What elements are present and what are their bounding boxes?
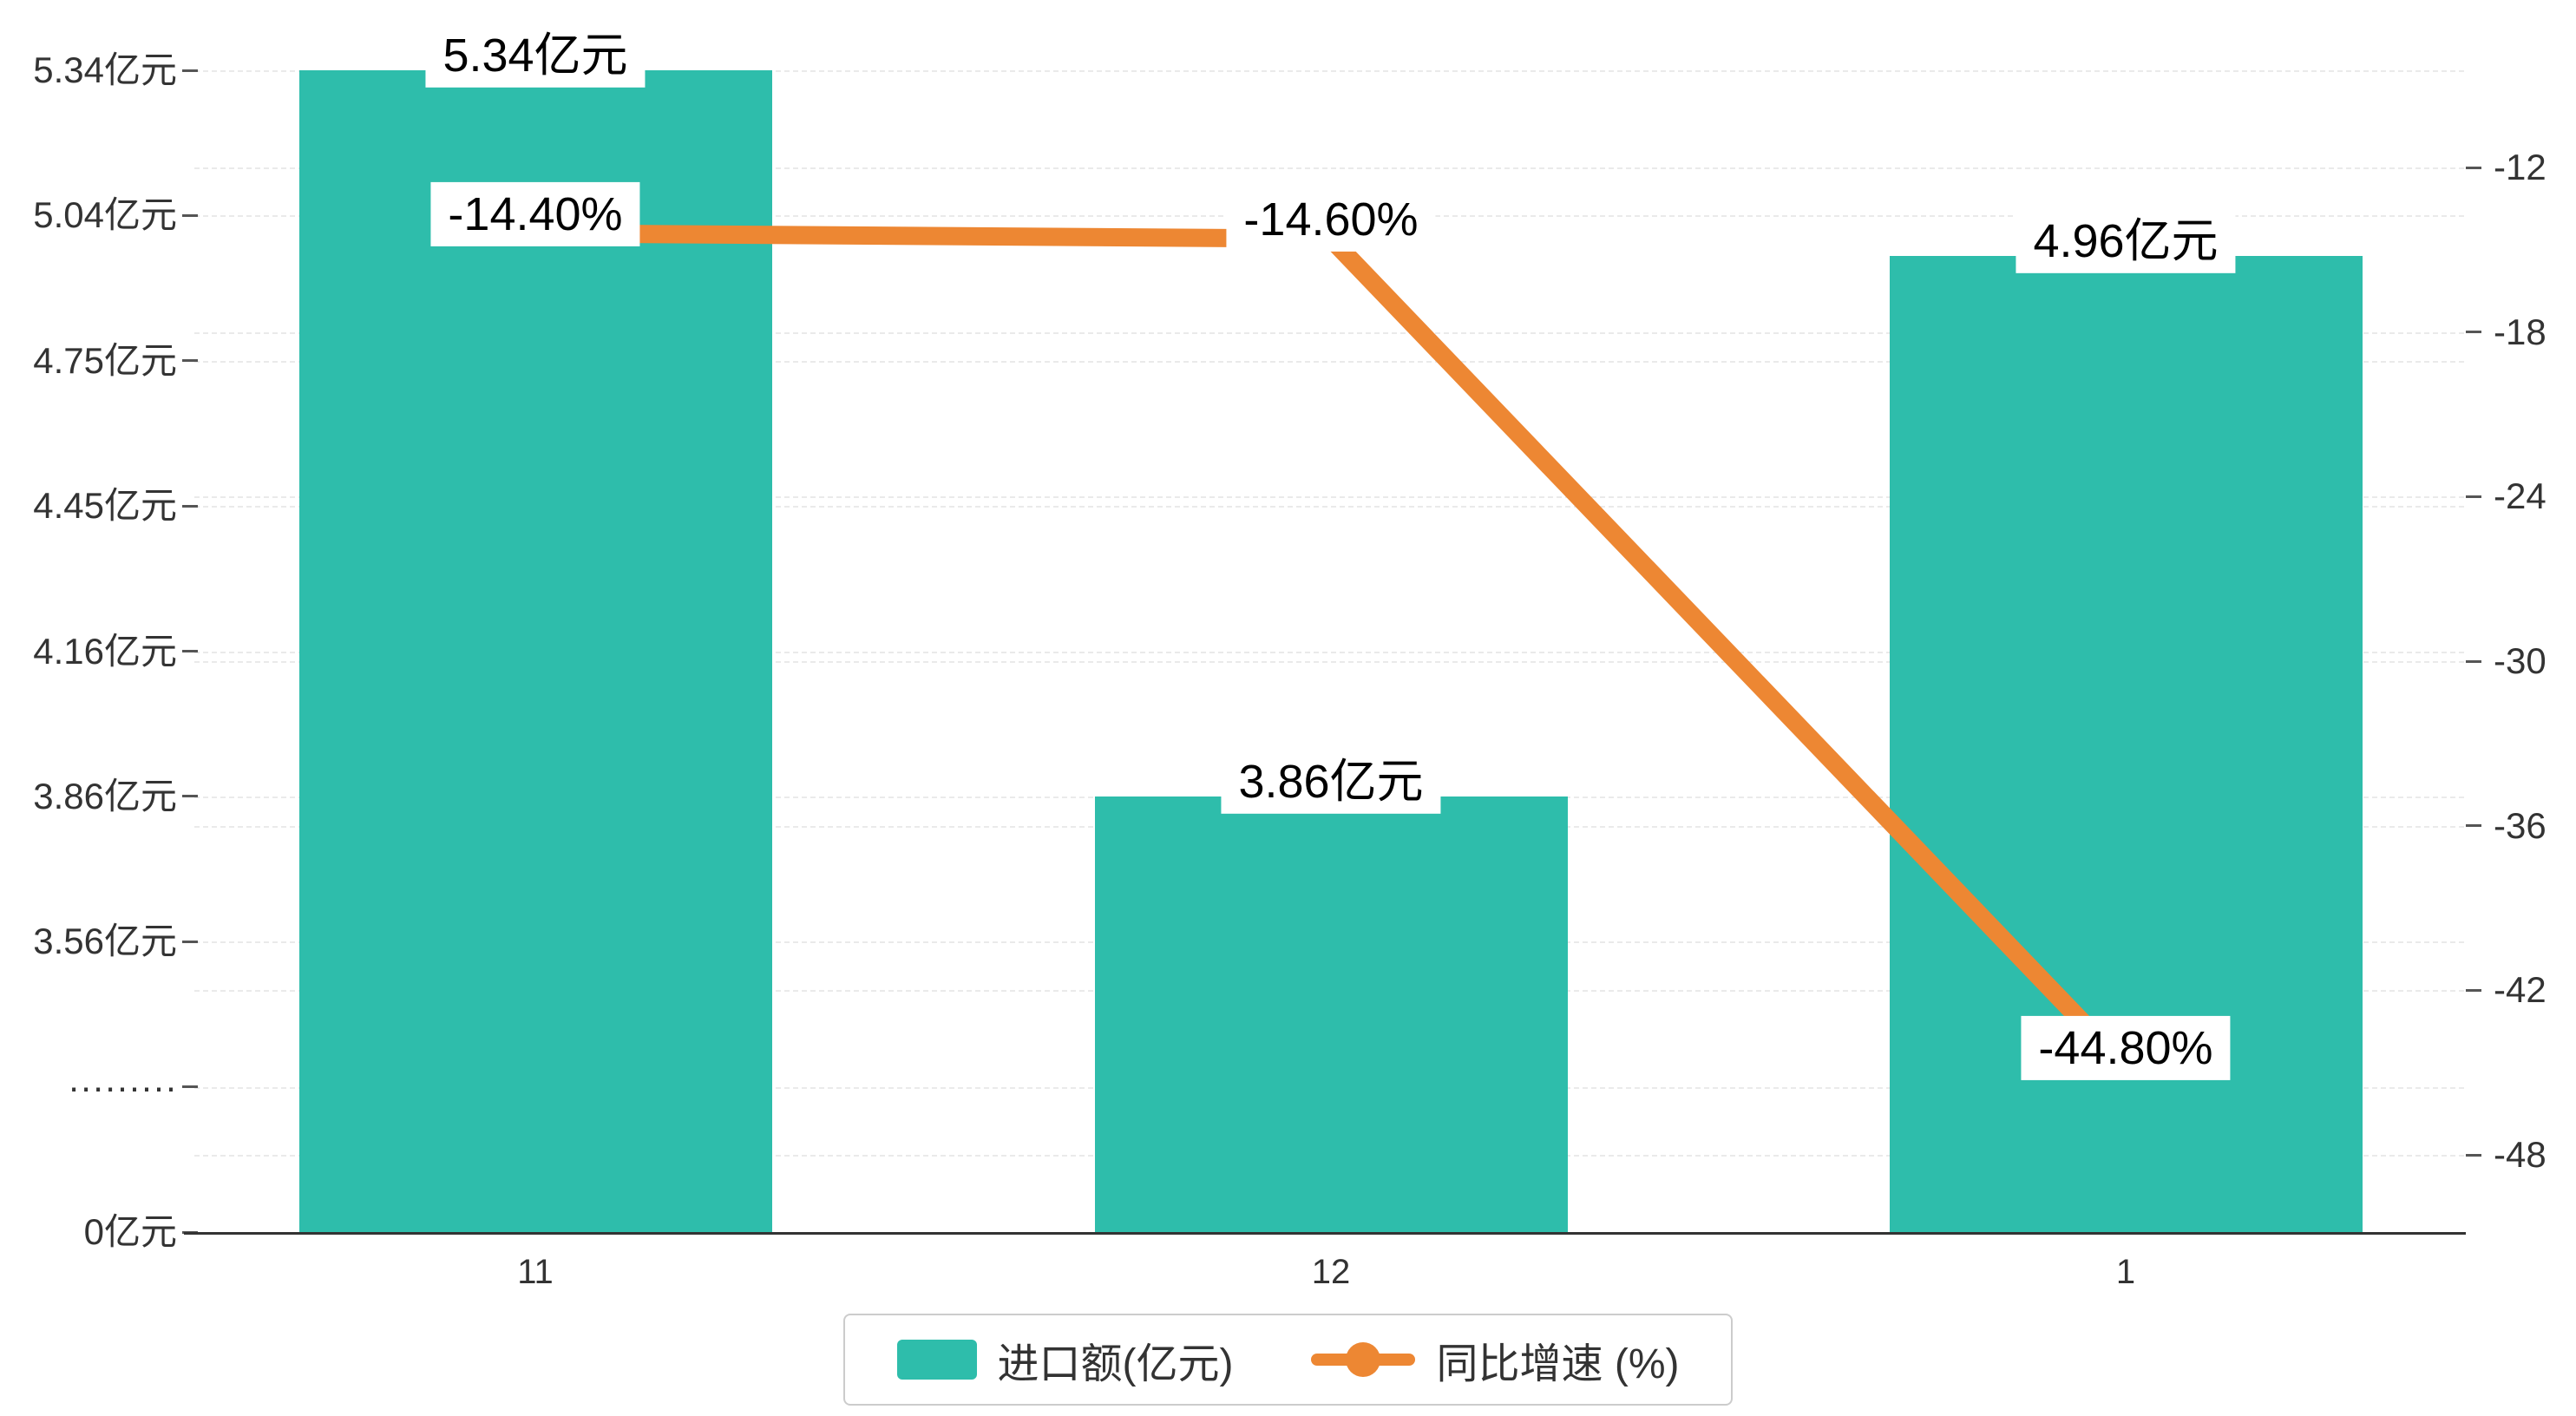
line-series-marker-icon bbox=[1311, 1342, 1416, 1377]
left-axis-tick-label: 4.75亿元 bbox=[33, 339, 177, 381]
bar-month-12[interactable] bbox=[1094, 796, 1568, 1232]
legend-item-growth-rate[interactable]: 同比增速 (%) bbox=[1311, 1329, 1679, 1390]
left-axis-tick-mark bbox=[182, 504, 198, 508]
left-axis-tick-label: 4.45亿元 bbox=[33, 485, 177, 527]
right-axis-tick-label: -12 bbox=[2494, 147, 2547, 187]
left-axis-tick-mark bbox=[182, 650, 198, 652]
left-axis-tick-label: 4.16亿元 bbox=[33, 630, 177, 672]
legend: 进口额(亿元) 同比增速 (%) bbox=[842, 1314, 1734, 1406]
left-axis-tick-label: 5.34亿元 bbox=[33, 49, 177, 90]
left-axis-tick-label: 3.56亿元 bbox=[33, 921, 177, 962]
left-axis-tick-mark bbox=[182, 69, 198, 72]
bar-month-11[interactable] bbox=[298, 70, 772, 1232]
left-axis-tick-mark bbox=[182, 795, 198, 798]
line-value-label: -14.40% bbox=[430, 181, 640, 246]
left-axis-tick-mark bbox=[182, 1085, 198, 1089]
left-axis-tick-mark bbox=[182, 940, 198, 943]
left-axis-tick-label: ········· bbox=[68, 1065, 177, 1107]
x-axis-tick-label: 1 bbox=[2115, 1253, 2136, 1291]
bar-value-label: 5.34亿元 bbox=[425, 23, 646, 88]
legend-label-import-amount: 进口额(亿元) bbox=[997, 1341, 1234, 1387]
line-value-label: -44.80% bbox=[2021, 1015, 2231, 1080]
x-axis-tick-label: 12 bbox=[1311, 1253, 1351, 1291]
left-axis-tick-mark bbox=[182, 359, 198, 363]
right-axis-tick-label: -30 bbox=[2494, 640, 2547, 681]
bar-series-swatch-icon bbox=[896, 1340, 977, 1380]
gridline bbox=[194, 496, 2464, 499]
gridline bbox=[194, 70, 2464, 72]
line-value-label: -14.60% bbox=[1226, 187, 1436, 252]
left-axis-tick-label: 0亿元 bbox=[83, 1211, 177, 1252]
right-axis-tick-label: -36 bbox=[2494, 804, 2547, 846]
right-axis-tick-mark bbox=[2466, 824, 2481, 828]
gridline bbox=[194, 360, 2464, 363]
growth-rate-line[interactable] bbox=[526, 224, 2135, 1077]
x-axis-tick-label: 11 bbox=[517, 1253, 554, 1291]
left-axis-tick-label: 3.86亿元 bbox=[33, 775, 177, 816]
legend-label-growth-rate: 同比增速 (%) bbox=[1436, 1341, 1680, 1387]
gridline bbox=[194, 661, 2464, 663]
right-axis-tick-mark bbox=[2466, 1153, 2481, 1157]
right-axis-tick-mark bbox=[2466, 166, 2481, 169]
left-axis-tick-mark bbox=[182, 213, 198, 217]
gridline bbox=[194, 651, 2464, 653]
right-axis-tick-mark bbox=[2466, 495, 2481, 498]
right-axis-tick-mark bbox=[2466, 659, 2481, 663]
right-axis-tick-label: -18 bbox=[2494, 311, 2547, 352]
x-axis-line bbox=[184, 1232, 2466, 1235]
gridline bbox=[194, 331, 2464, 334]
gridline bbox=[194, 506, 2464, 508]
line-series-dot-icon bbox=[1346, 1342, 1381, 1377]
right-axis-tick-label: -24 bbox=[2494, 475, 2547, 517]
right-axis-tick-label: -42 bbox=[2494, 969, 2547, 1011]
right-axis-tick-label: -48 bbox=[2494, 1134, 2547, 1175]
legend-item-import-amount[interactable]: 进口额(亿元) bbox=[896, 1329, 1234, 1390]
right-axis-tick-mark bbox=[2466, 331, 2481, 334]
right-axis-tick-mark bbox=[2466, 988, 2481, 992]
left-axis-tick-label: 5.04亿元 bbox=[33, 194, 177, 236]
bar-value-label: 4.96亿元 bbox=[2016, 208, 2236, 273]
bar-value-label: 3.86亿元 bbox=[1221, 749, 1441, 814]
gridline bbox=[194, 167, 2464, 169]
